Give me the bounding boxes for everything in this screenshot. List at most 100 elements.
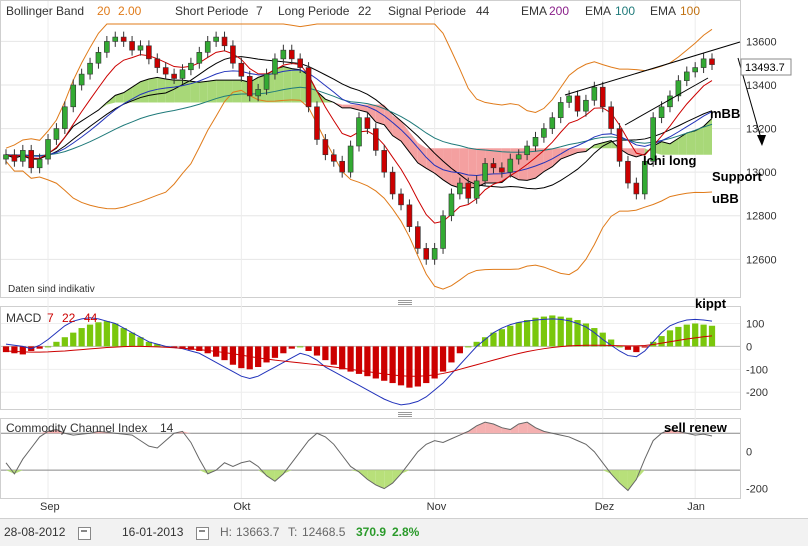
macd-histogram-bar xyxy=(481,337,489,347)
macd-histogram-bar xyxy=(431,346,438,379)
macd-histogram-bar xyxy=(313,346,321,356)
candle-body xyxy=(557,102,564,118)
ichimoku-cloud-segment xyxy=(216,80,225,103)
ichimoku-cloud-segment xyxy=(182,80,191,103)
macd-histogram-bar xyxy=(128,332,136,347)
price-tag xyxy=(740,58,792,76)
annotation-kippt: kippt xyxy=(695,296,727,311)
candle-body xyxy=(599,86,606,108)
ichimoku-cloud-segment xyxy=(569,148,578,156)
candle-body xyxy=(473,180,480,199)
macd-histogram-bar xyxy=(692,323,699,347)
candle-body xyxy=(154,58,161,68)
candle-body xyxy=(137,45,144,51)
macd-histogram-bar xyxy=(70,332,77,347)
candle-body xyxy=(490,163,497,169)
splitter-handle-1[interactable] xyxy=(398,300,412,305)
candle-body xyxy=(608,106,614,129)
x-tick-label: Dez xyxy=(595,501,615,513)
ichimoku-cloud-segment xyxy=(123,87,133,103)
ichimoku-cloud-segment xyxy=(190,81,200,103)
macd-histogram-bar xyxy=(557,316,564,347)
ichimoku-cloud-segment xyxy=(350,104,359,111)
low-label: T: xyxy=(288,525,298,539)
candle-body xyxy=(305,67,312,108)
legend-ema1-val: 200 xyxy=(549,4,569,18)
ichimoku-cloud-segment xyxy=(527,148,536,181)
candle-body xyxy=(415,226,421,249)
candle-body xyxy=(70,84,77,108)
ichimoku-cloud-segment xyxy=(459,148,469,188)
candle-body xyxy=(112,36,119,42)
macd-histogram-bar xyxy=(465,346,472,348)
macd-histogram-bar xyxy=(288,346,295,349)
cci-oversold-area xyxy=(611,470,620,484)
candle-body xyxy=(356,117,362,147)
macd-histogram-bar xyxy=(347,346,354,372)
candle-body xyxy=(11,154,18,162)
macd-histogram-bar xyxy=(507,325,514,347)
candle-body xyxy=(280,49,287,60)
cci-overbought-area xyxy=(476,422,486,434)
cci-title-p1: 14 xyxy=(160,421,174,435)
macd-histogram-bar xyxy=(406,346,413,388)
price-tag-value: 13493.7 xyxy=(745,62,785,74)
cci-oversold-area xyxy=(627,470,637,491)
cci-line xyxy=(5,421,713,492)
macd-histogram-bar xyxy=(658,336,665,347)
macd-histogram-bar xyxy=(271,346,279,358)
cci-overbought-area xyxy=(527,422,536,434)
macd-histogram-bar xyxy=(515,322,522,347)
candle-body xyxy=(87,62,93,75)
legend-ema3-val: 100 xyxy=(680,4,700,18)
candle-body xyxy=(658,106,665,118)
macd-histogram-bar xyxy=(170,346,178,348)
splitter-handle-2[interactable] xyxy=(398,412,412,417)
candle-body xyxy=(288,49,295,60)
candle-body xyxy=(179,69,186,79)
macd-tick-label: -200 xyxy=(746,387,768,399)
macd-histogram-bar xyxy=(700,324,707,347)
macd-title-p2: 22 xyxy=(62,311,76,325)
macd-histogram-bar xyxy=(439,346,447,372)
candle-body xyxy=(297,58,303,68)
cci-overbought-area xyxy=(485,422,494,434)
end-date[interactable]: 16-01-2013 xyxy=(122,525,184,539)
legend-bb-p2: 2.00 xyxy=(118,4,142,18)
calendar-icon-end[interactable] xyxy=(196,527,209,540)
cci-oversold-area xyxy=(375,470,385,489)
candle-body xyxy=(650,117,656,162)
macd-histogram-bar xyxy=(187,346,195,350)
candle-body xyxy=(339,160,345,173)
candle-body xyxy=(330,154,337,162)
candle-body xyxy=(465,182,472,199)
legend-ema3-label: EMA xyxy=(650,4,676,18)
macd-histogram-bar xyxy=(305,346,312,351)
macd-histogram-bar xyxy=(120,328,127,347)
price-tick-label: 13000 xyxy=(746,167,777,179)
macd-title-p3: 44 xyxy=(84,311,98,325)
candle-body xyxy=(532,137,539,147)
candle-body xyxy=(146,45,152,60)
ichimoku-cloud-segment xyxy=(661,141,670,155)
candle-body xyxy=(515,154,522,160)
cci-oversold-area xyxy=(258,470,267,476)
candle-body xyxy=(78,73,85,86)
ichimoku-cloud-segment xyxy=(392,115,402,142)
macd-histogram-bar xyxy=(154,344,161,347)
macd-histogram-bar xyxy=(95,322,102,347)
macd-histogram-bar xyxy=(683,324,690,347)
legend-ema1-label: EMA xyxy=(521,4,547,18)
macd-histogram-bar xyxy=(61,337,68,347)
x-tick-label: Nov xyxy=(427,501,447,513)
macd-histogram-bar xyxy=(112,323,119,347)
x-tick-label: Jan xyxy=(687,501,705,513)
macd-tick-label: 100 xyxy=(746,318,764,330)
calendar-icon-start[interactable] xyxy=(78,527,91,540)
macd-tick-label: 0 xyxy=(746,341,752,353)
macd-histogram-bar xyxy=(255,346,262,368)
candle-body xyxy=(373,128,379,151)
start-date[interactable]: 28-08-2012 xyxy=(4,525,66,539)
candle-body xyxy=(541,128,547,138)
annotation-ubb: uBB xyxy=(712,191,739,206)
